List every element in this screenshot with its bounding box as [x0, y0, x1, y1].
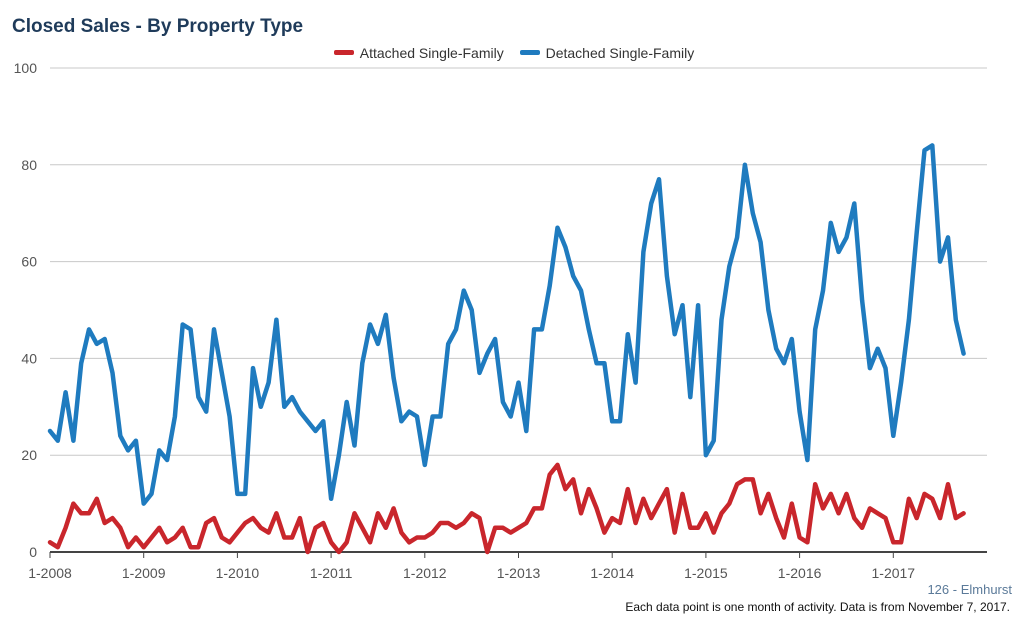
x-tick-label-1-2017: 1-2017: [872, 565, 916, 581]
legend: Attached Single-Family Detached Single-F…: [0, 42, 1028, 61]
series-lines: [47, 143, 966, 555]
series-line-detached[interactable]: [47, 143, 966, 506]
y-tick-label-80: 80: [21, 157, 37, 173]
chart-title: Closed Sales - By Property Type: [12, 16, 304, 37]
x-tick-label-1-2008: 1-2008: [28, 565, 72, 581]
x-tick-label-1-2012: 1-2012: [403, 565, 447, 581]
x-tick-label-1-2010: 1-2010: [216, 565, 260, 581]
x-tick-label-1-2013: 1-2013: [497, 565, 541, 581]
y-tick-label-100: 100: [14, 60, 38, 76]
legend-label-detached: Detached Single-Family: [545, 44, 695, 61]
area-label: 126 - Elmhurst: [927, 582, 1012, 597]
x-tick-label-1-2015: 1-2015: [684, 565, 728, 581]
y-tick-label-0: 0: [29, 544, 37, 560]
x-axis: 1-2008 1-2009 1-2010 1-2011 1-2012 1-2013 1-20…: [28, 551, 987, 581]
legend-label-attached: Attached Single-Family: [359, 44, 504, 61]
legend-swatch-attached: [333, 50, 354, 55]
y-tick-label-40: 40: [21, 350, 37, 366]
x-tick-label-1-2016: 1-2016: [778, 565, 822, 581]
footnote: Each data point is one month of activity…: [625, 600, 1010, 614]
legend-item-attached[interactable]: Attached Single-Family: [333, 44, 504, 61]
y-axis: 0 20 40 60 80 100: [14, 60, 38, 560]
series-line-attached[interactable]: [47, 462, 966, 555]
x-tick-label-1-2011: 1-2011: [310, 565, 353, 581]
x-tick-label-1-2014: 1-2014: [590, 565, 634, 581]
legend-item-detached[interactable]: Detached Single-Family: [519, 44, 695, 61]
x-tick-label-1-2009: 1-2009: [122, 565, 166, 581]
legend-swatch-detached: [519, 50, 540, 55]
y-tick-label-60: 60: [21, 254, 37, 270]
gridlines: [50, 67, 987, 553]
y-tick-label-20: 20: [21, 447, 37, 463]
